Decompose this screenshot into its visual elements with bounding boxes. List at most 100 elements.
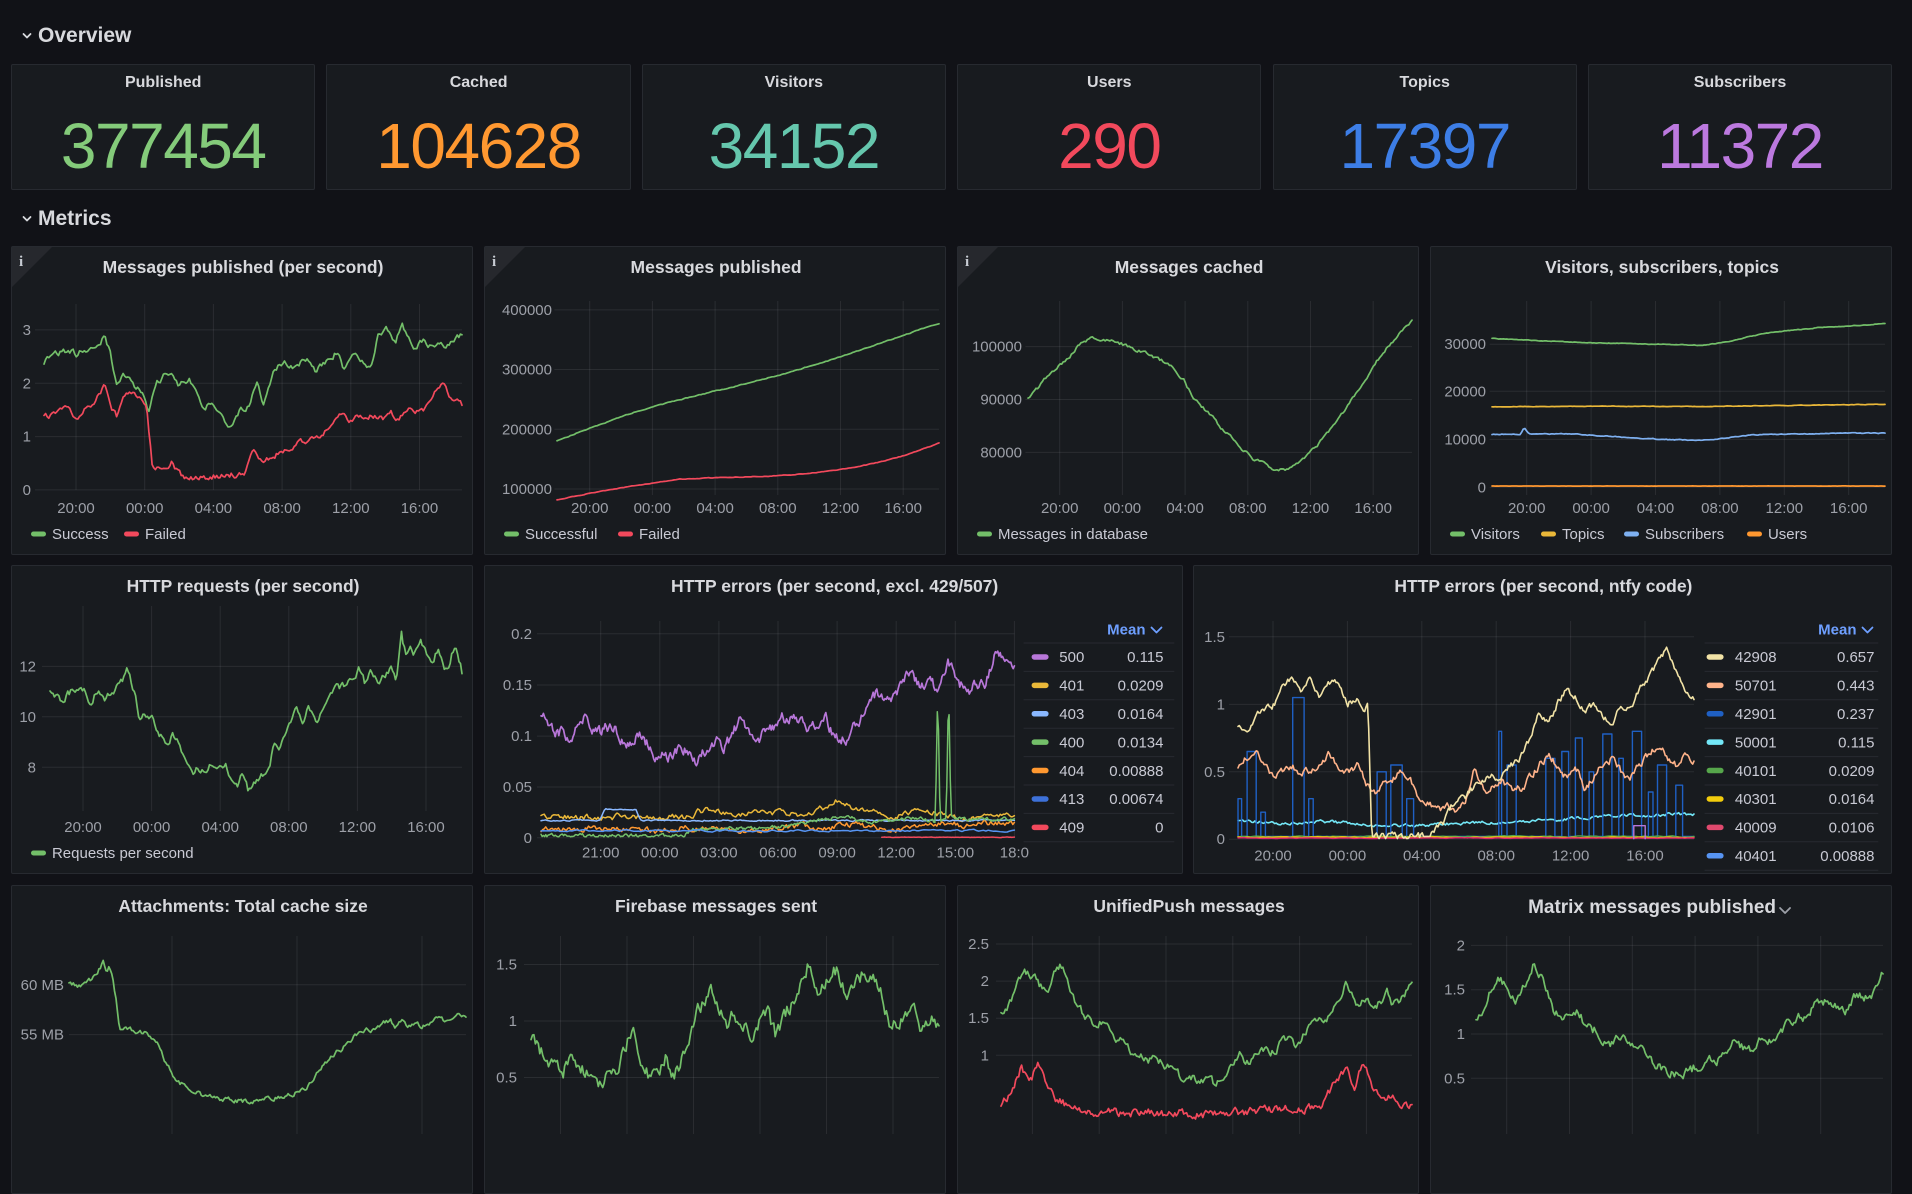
- svg-text:Messages published (per second: Messages published (per second): [103, 257, 384, 277]
- svg-text:1.5: 1.5: [1444, 982, 1465, 999]
- svg-text:0.5: 0.5: [1205, 764, 1226, 781]
- svg-text:i: i: [492, 254, 496, 270]
- svg-text:UnifiedPush messages: UnifiedPush messages: [1094, 896, 1285, 916]
- svg-text:Subscribers: Subscribers: [1645, 526, 1724, 543]
- svg-text:0: 0: [1478, 479, 1486, 496]
- svg-text:400: 400: [1059, 735, 1084, 752]
- svg-text:12:00: 12:00: [1292, 500, 1330, 517]
- svg-text:00:00: 00:00: [126, 500, 164, 517]
- svg-text:06:00: 06:00: [759, 845, 797, 862]
- svg-text:403: 403: [1059, 706, 1084, 723]
- svg-text:03:00: 03:00: [700, 845, 738, 862]
- svg-text:20:00: 20:00: [1508, 500, 1546, 517]
- svg-text:404: 404: [1059, 763, 1084, 780]
- svg-text:04:00: 04:00: [1637, 500, 1675, 517]
- svg-text:Messages published: Messages published: [631, 257, 802, 277]
- svg-text:50001: 50001: [1735, 735, 1777, 752]
- svg-text:0.00674: 0.00674: [1109, 791, 1163, 808]
- svg-text:12:00: 12:00: [332, 500, 370, 517]
- svg-text:0.5: 0.5: [1444, 1070, 1465, 1087]
- svg-text:413: 413: [1059, 791, 1084, 808]
- svg-text:3: 3: [23, 322, 31, 339]
- svg-text:Firebase messages sent: Firebase messages sent: [615, 896, 817, 916]
- svg-text:400000: 400000: [502, 302, 552, 319]
- svg-text:0.237: 0.237: [1837, 706, 1875, 723]
- svg-text:42908: 42908: [1735, 649, 1777, 666]
- svg-text:Users: Users: [1768, 526, 1807, 543]
- svg-text:0.115: 0.115: [1127, 649, 1163, 666]
- svg-text:Attachments: Total cache size: Attachments: Total cache size: [118, 896, 368, 916]
- svg-text:HTTP errors (per second, ntfy: HTTP errors (per second, ntfy code): [1395, 576, 1693, 596]
- svg-text:12: 12: [19, 659, 36, 676]
- svg-text:12:00: 12:00: [878, 845, 916, 862]
- svg-text:40301: 40301: [1735, 791, 1777, 808]
- svg-text:0.657: 0.657: [1837, 649, 1875, 666]
- svg-text:80000: 80000: [981, 444, 1023, 461]
- svg-text:Visitors, subscribers, topics: Visitors, subscribers, topics: [1545, 257, 1779, 277]
- svg-text:12:00: 12:00: [1766, 500, 1804, 517]
- svg-text:500: 500: [1059, 649, 1084, 666]
- svg-text:2.5: 2.5: [968, 936, 989, 953]
- svg-text:Topics: Topics: [1562, 526, 1604, 543]
- svg-text:1.5: 1.5: [496, 957, 517, 974]
- svg-text:40101: 40101: [1735, 763, 1777, 780]
- svg-text:04:00: 04:00: [696, 500, 734, 517]
- svg-text:00:00: 00:00: [1104, 500, 1142, 517]
- svg-text:0.1: 0.1: [511, 728, 532, 745]
- svg-text:1: 1: [1217, 697, 1225, 714]
- svg-text:Successful: Successful: [525, 526, 597, 543]
- svg-text:04:00: 04:00: [201, 819, 239, 836]
- svg-text:20:00: 20:00: [1255, 848, 1293, 865]
- svg-text:1: 1: [981, 1047, 989, 1064]
- svg-text:20:00: 20:00: [57, 500, 95, 517]
- svg-text:20:00: 20:00: [64, 819, 102, 836]
- svg-text:0.0106: 0.0106: [1829, 820, 1875, 837]
- svg-text:08:00: 08:00: [270, 819, 308, 836]
- svg-text:0.0134: 0.0134: [1118, 735, 1164, 752]
- svg-text:08:00: 08:00: [263, 500, 301, 517]
- svg-text:0.00888: 0.00888: [1109, 763, 1163, 780]
- svg-text:50701: 50701: [1735, 678, 1777, 695]
- svg-text:08:00: 08:00: [1478, 848, 1516, 865]
- svg-text:00:00: 00:00: [1573, 500, 1611, 517]
- svg-text:20:00: 20:00: [571, 500, 609, 517]
- svg-text:1: 1: [1457, 1026, 1465, 1043]
- svg-text:40401: 40401: [1735, 848, 1777, 865]
- svg-text:HTTP errors (per second, excl.: HTTP errors (per second, excl. 429/507): [671, 576, 998, 596]
- svg-text:20000: 20000: [1445, 383, 1487, 400]
- svg-text:Messages cached: Messages cached: [1115, 257, 1264, 277]
- svg-text:08:00: 08:00: [759, 500, 797, 517]
- svg-text:08:00: 08:00: [1701, 500, 1739, 517]
- svg-text:08:00: 08:00: [1229, 500, 1267, 517]
- svg-text:30000: 30000: [1445, 336, 1487, 353]
- svg-text:12:00: 12:00: [339, 819, 377, 836]
- svg-text:12:00: 12:00: [822, 500, 860, 517]
- svg-text:i: i: [965, 254, 969, 270]
- svg-text:0.15: 0.15: [503, 677, 532, 694]
- svg-text:0: 0: [1217, 831, 1225, 848]
- svg-text:55 MB: 55 MB: [21, 1027, 64, 1044]
- svg-text:16:00: 16:00: [407, 819, 445, 836]
- svg-text:0.115: 0.115: [1838, 735, 1874, 752]
- svg-text:409: 409: [1059, 820, 1084, 837]
- svg-text:21:00: 21:00: [582, 845, 620, 862]
- svg-text:10: 10: [19, 709, 36, 726]
- svg-text:Matrix messages published: Matrix messages published: [1528, 897, 1776, 918]
- svg-text:100000: 100000: [972, 339, 1022, 356]
- svg-text:2: 2: [23, 375, 31, 392]
- svg-text:100000: 100000: [502, 481, 552, 498]
- svg-text:Messages in database: Messages in database: [998, 526, 1148, 543]
- svg-text:Failed: Failed: [639, 526, 680, 543]
- svg-text:16:00: 16:00: [401, 500, 439, 517]
- svg-text:0: 0: [1155, 820, 1163, 837]
- svg-text:Requests per second: Requests per second: [52, 845, 194, 862]
- svg-text:i: i: [19, 254, 23, 270]
- svg-text:0.0164: 0.0164: [1118, 706, 1164, 723]
- svg-text:00:00: 00:00: [1329, 848, 1367, 865]
- svg-text:00:00: 00:00: [634, 500, 671, 517]
- svg-text:0.2: 0.2: [511, 626, 532, 643]
- svg-text:8: 8: [28, 759, 36, 776]
- svg-text:00:00: 00:00: [641, 845, 679, 862]
- svg-text:0.0209: 0.0209: [1829, 763, 1875, 780]
- svg-text:04:00: 04:00: [1403, 848, 1441, 865]
